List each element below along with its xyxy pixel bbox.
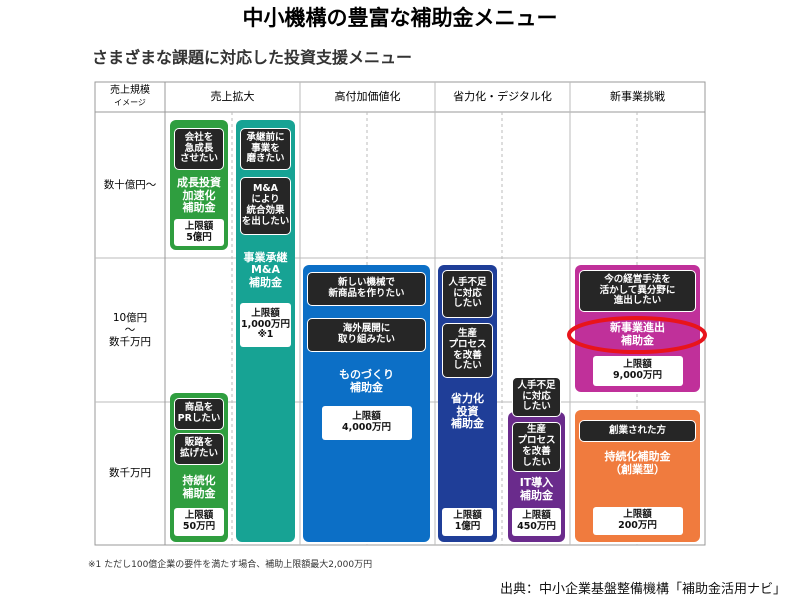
program-name: IT導入 補助金 [519, 476, 554, 502]
need-box: 海外展開に 取り組みたい [307, 318, 426, 352]
limit-label: 上限額 [184, 220, 214, 232]
corner-header: 売上規模 イメージ [95, 85, 165, 108]
need-box: 今の経営手法を 活かして異分野に 進出したい [579, 270, 696, 312]
need-box: 承継前に 事業を 磨きたい [240, 128, 291, 170]
limit-amount: 9,000万円 [612, 370, 663, 381]
limit-amount: 200万円 [618, 520, 657, 531]
limit-amount: 5億円 [186, 231, 212, 243]
limit-note: ※1 [257, 329, 274, 341]
limit-label: 上限額 [184, 510, 214, 522]
limit-amount: 1,000万円 [240, 318, 291, 330]
limit-box: 上限額 9,000万円 [592, 356, 683, 386]
column-header: 高付加価値化 [334, 90, 401, 103]
need-box: 新しい機械で 新商品を作りたい [307, 272, 426, 306]
need-box: 販路を 拡げたい [174, 433, 224, 465]
row-label: 数千万円 [109, 467, 151, 480]
need-box: 生産 プロセス を改善 したい [512, 422, 561, 472]
limit-label: 上限額 [623, 509, 652, 521]
program-name: 省力化 投資 補助金 [451, 392, 484, 431]
limit-label: 上限額 [522, 510, 551, 522]
program-name: 持続化補助金 （創業型） [604, 450, 671, 476]
limit-label: 上限額 [251, 307, 280, 319]
subtitle: さまざまな課題に対応した投資支援メニュー [92, 48, 413, 67]
footnote: ※1 ただし100億企業の要件を満たす場合、補助上限額最大2,000万円 [88, 560, 373, 570]
need-box: 会社を 急成長 させたい [174, 128, 224, 170]
program-card [303, 265, 430, 542]
title: 中小機構の豊富な補助金メニュー [242, 6, 558, 30]
limit-label: 上限額 [453, 510, 482, 522]
limit-box: 上限額 4,000万円 [321, 406, 412, 440]
need-box: 人手不足 に対応 したい [512, 377, 561, 417]
source: 出典：中小企業基盤整備機構「補助金活用ナビ」 [499, 582, 786, 597]
need-box: M&A により 統合効果 を出したい [240, 177, 291, 235]
program-name: 成長投資 加速化 補助金 [177, 176, 221, 215]
program-name: ものづくり 補助金 [339, 368, 394, 394]
need-box: 商品を PRしたい [174, 398, 224, 430]
program-name: 新事業進出 補助金 [610, 321, 665, 347]
need-box: 人手不足 に対応 したい [442, 270, 493, 318]
limit-box: 上限額 200万円 [592, 507, 683, 535]
program-name: 事業承継 M&A 補助金 [243, 250, 288, 289]
corner-sub: イメージ [114, 97, 146, 107]
limit-box: 上限額 1,000万円 ※1 [240, 303, 291, 347]
need-box: 生産 プロセス を改善 したい [442, 323, 493, 378]
limit-amount: 450万円 [517, 521, 556, 532]
limit-label: 上限額 [352, 411, 381, 423]
limit-box: 上限額 1億円 [442, 508, 493, 536]
row-label: 数十億円～ [103, 178, 157, 191]
limit-box: 上限額 50万円 [174, 508, 224, 536]
program-name: 持続化 補助金 [182, 474, 216, 500]
limit-amount: 1億円 [454, 521, 481, 532]
limit-box: 上限額 450万円 [512, 508, 561, 536]
column-header: 省力化・デジタル化 [453, 90, 552, 103]
column-header: 売上拡大 [210, 90, 255, 103]
row-label: 10億円 ～ 数千万円 [109, 311, 151, 349]
limit-box: 上限額 5億円 [174, 219, 224, 246]
corner-main: 売上規模 [110, 85, 150, 96]
limit-label: 上限額 [623, 359, 652, 371]
need-box: 創業された方 [579, 420, 696, 442]
column-header: 新事業挑戦 [610, 90, 665, 103]
limit-amount: 50万円 [182, 521, 216, 532]
limit-amount: 4,000万円 [341, 422, 392, 433]
